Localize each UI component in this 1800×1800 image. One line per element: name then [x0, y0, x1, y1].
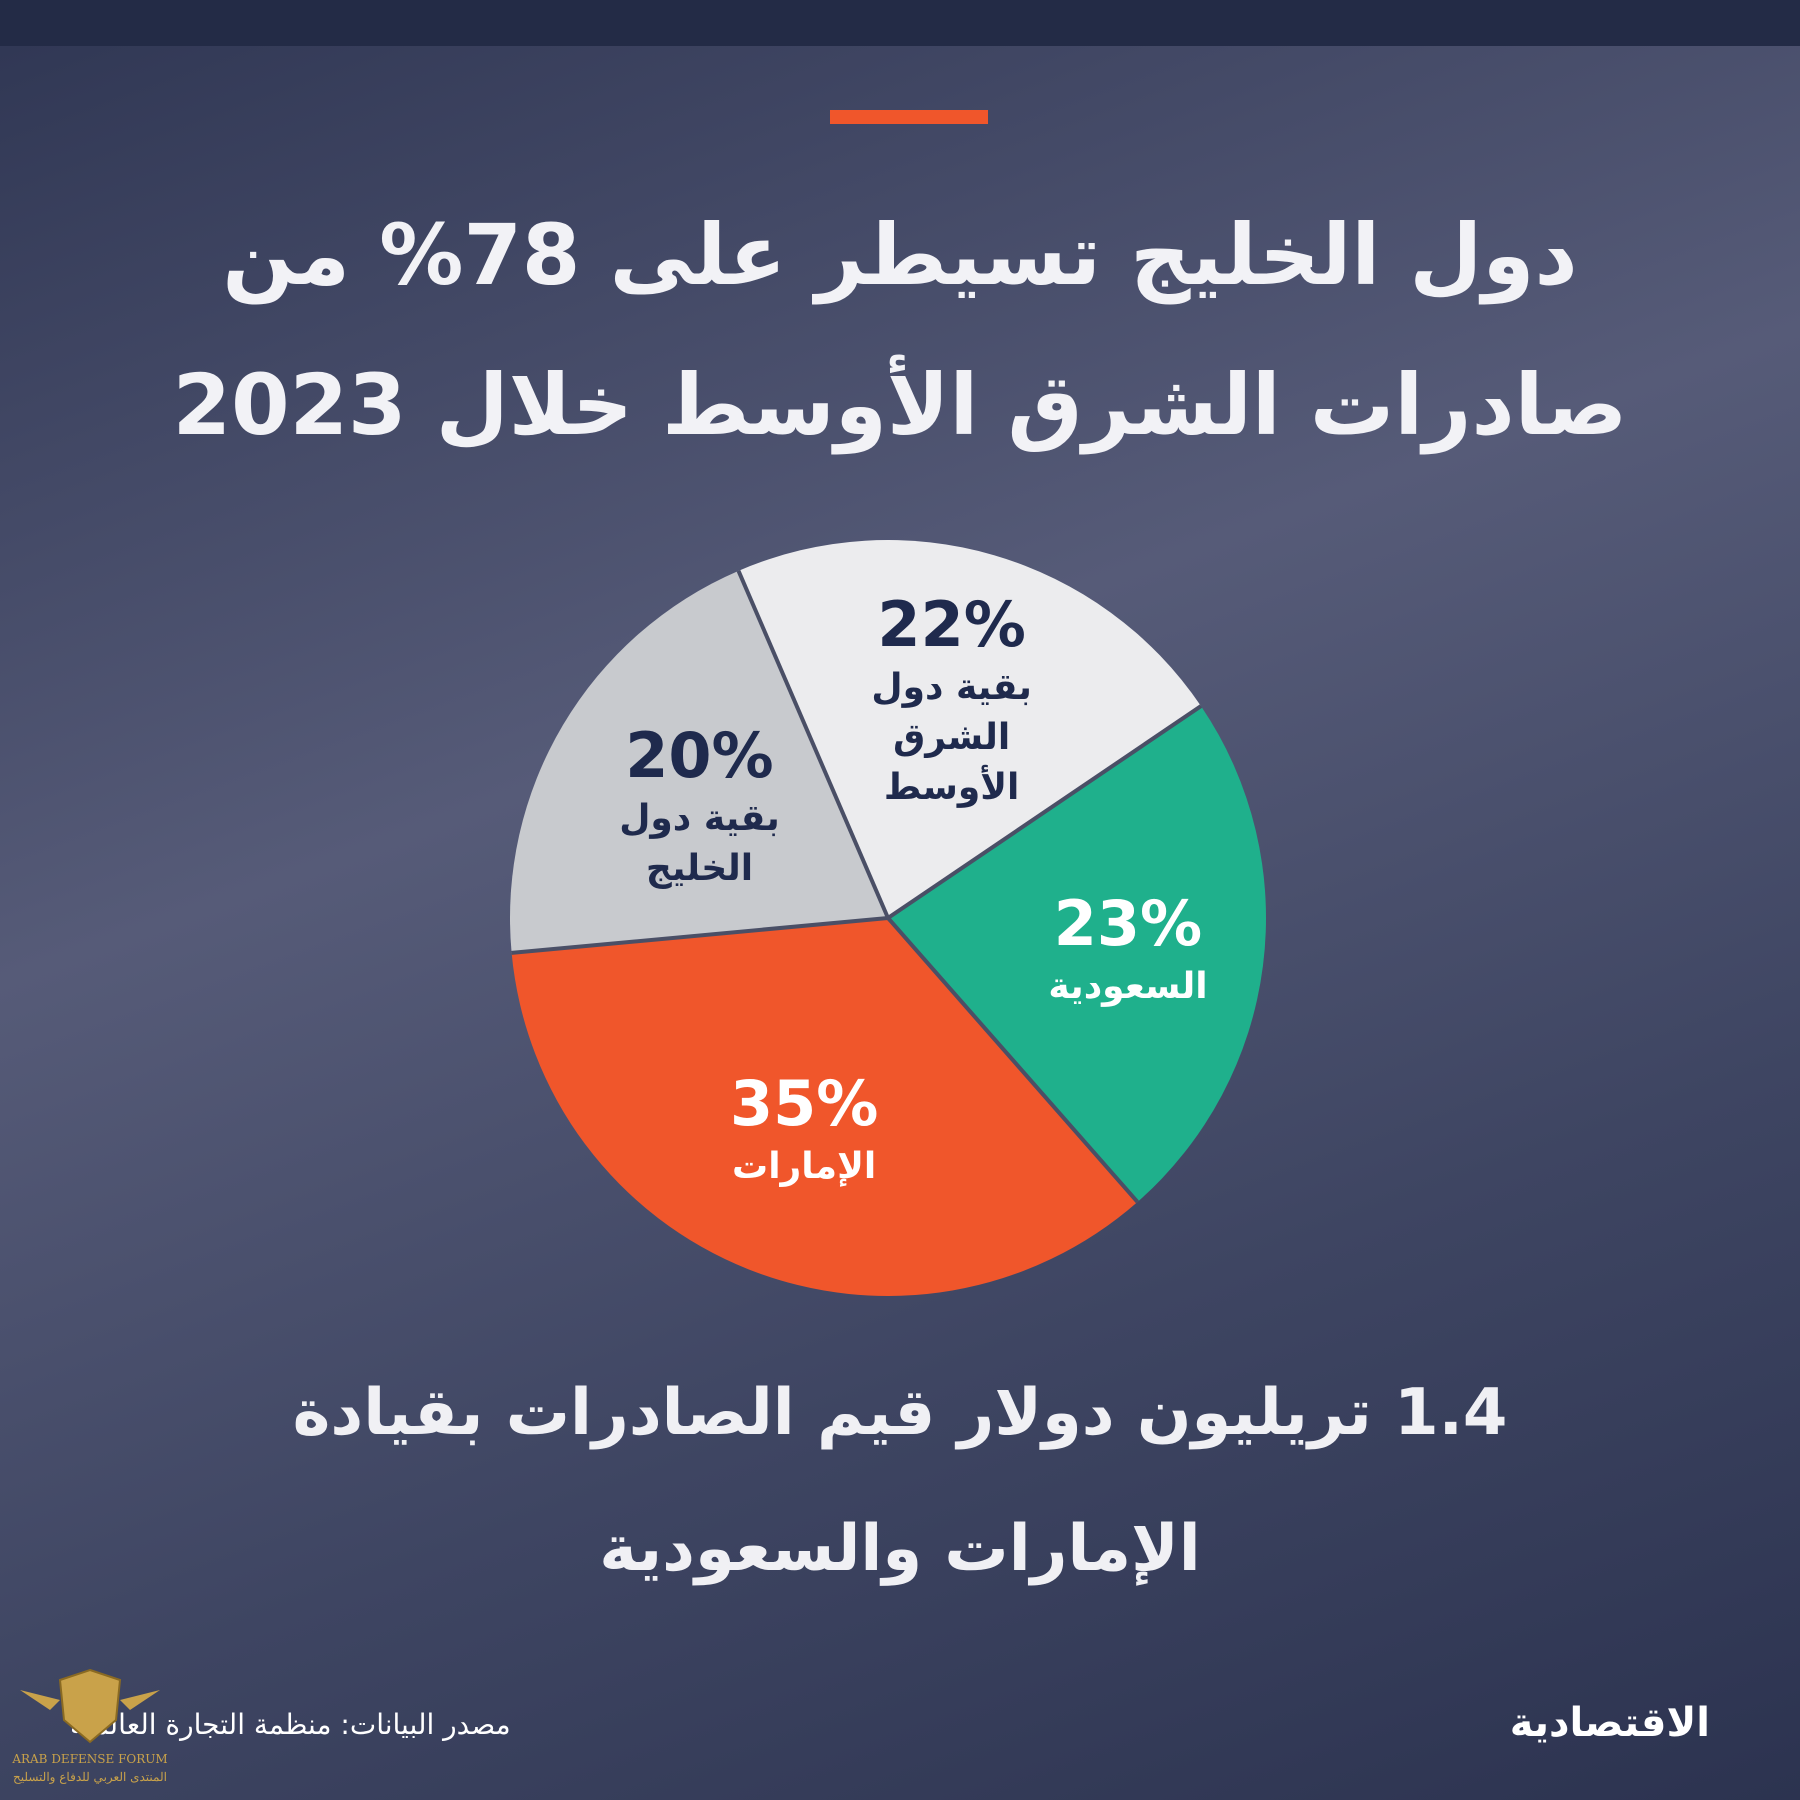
page-title: دول الخليج تسيطر على 78% من صادرات الشرق… [172, 206, 1628, 454]
pie-category-label: بقية دول الخليج [619, 798, 780, 890]
pie-label-saudi: 23% السعودية [1048, 886, 1207, 1012]
pie-divider-line [886, 704, 1203, 920]
accent-bar [830, 110, 988, 124]
source-note: مصدر البيانات: منظمة التجارة العالمية [70, 1708, 511, 1741]
watermark-text-en: ARAB DEFENSE FORUM [12, 1752, 168, 1766]
watermark-logo: ARAB DEFENSE FORUM المنتدى العربي للدفاع… [10, 1660, 170, 1800]
pie-slice-rest-middle-east [738, 540, 1202, 918]
pie-label-rest-middle-east: 22% بقية دول الشرق الأوسط [871, 587, 1032, 813]
pie-category-label: بقية دول الشرق الأوسط [871, 667, 1032, 809]
top-band [0, 0, 1800, 46]
watermark-text-ar: المنتدى العربي للدفاع والتسليح [13, 1770, 167, 1784]
pie-slice-rest-gulf [510, 570, 888, 953]
brand-logo: الاقتصادية [1509, 1700, 1710, 1746]
pie-label-rest-gulf: 20% بقية دول الخليج [619, 718, 780, 894]
pie-value-label: 23% [1053, 886, 1203, 960]
pie-divider-line [736, 570, 890, 919]
pie-slice-uae [511, 918, 1138, 1296]
pie-divider-line [886, 916, 1139, 1204]
pie-value-label: 22% [877, 588, 1026, 662]
subtitle: 1.4 تريليون دولار قيم الصادرات بقيادة ال… [292, 1376, 1508, 1586]
pie-category-label: السعودية [1048, 965, 1208, 1007]
pie-value-label: 35% [729, 1066, 879, 1140]
pie-label-uae: 35% الإمارات [730, 1066, 878, 1192]
pie-value-label: 20% [625, 719, 774, 793]
pie-category-label: الإمارات [732, 1145, 877, 1187]
pie-slice-saudi [888, 706, 1266, 1202]
pie-divider-line [511, 916, 889, 955]
shield-icon [20, 1668, 160, 1744]
